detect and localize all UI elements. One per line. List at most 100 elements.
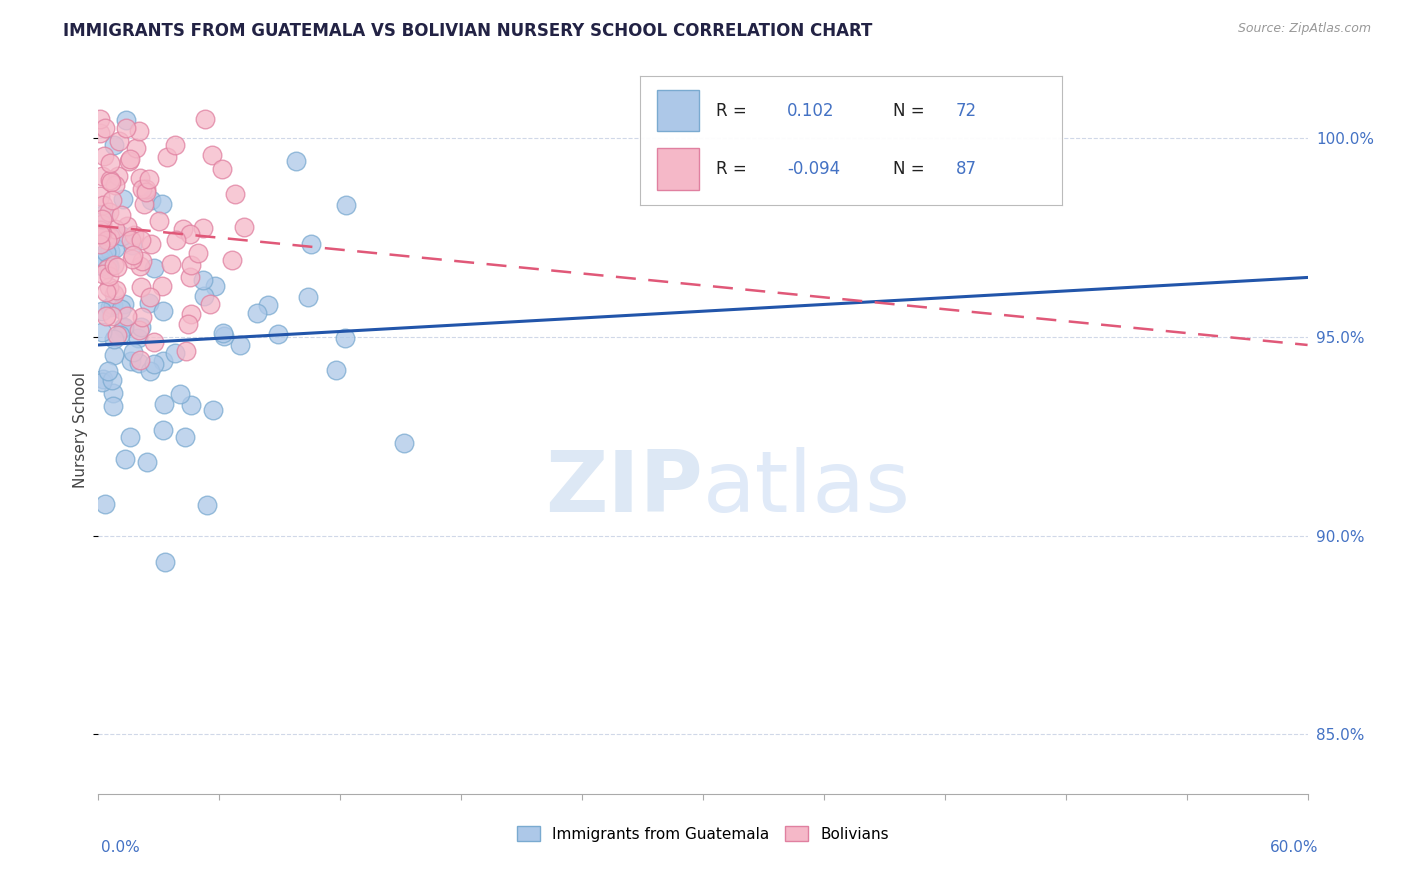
Point	[91, 375, 114, 389]
Point	[104, 178, 127, 193]
Point	[110, 208, 132, 222]
Point	[165, 233, 187, 247]
Bar	[657, 90, 699, 131]
Point	[94, 228, 117, 243]
Point	[115, 309, 138, 323]
Point	[129, 352, 152, 367]
Point	[121, 252, 143, 267]
Point	[128, 124, 150, 138]
Text: N =: N =	[893, 102, 929, 120]
Text: ZIP: ZIP	[546, 447, 703, 530]
Point	[103, 348, 125, 362]
Point	[89, 188, 111, 202]
Point	[91, 250, 114, 264]
Point	[212, 326, 235, 341]
Text: 87: 87	[956, 160, 977, 178]
Point	[198, 296, 221, 310]
Point	[132, 196, 155, 211]
Point	[129, 171, 152, 186]
Point	[233, 219, 256, 234]
Point	[89, 237, 111, 252]
Point	[285, 154, 308, 169]
Point	[256, 298, 278, 312]
Point	[138, 296, 160, 310]
Point	[107, 134, 129, 148]
Point	[91, 372, 114, 386]
Point	[169, 387, 191, 401]
Point	[101, 194, 124, 208]
Text: R =: R =	[716, 102, 752, 120]
Bar	[657, 148, 699, 190]
Point	[150, 279, 173, 293]
Text: 60.0%: 60.0%	[1271, 840, 1319, 855]
Point	[115, 113, 138, 128]
Point	[94, 285, 117, 299]
Point	[139, 237, 162, 252]
Point	[129, 280, 152, 294]
Point	[120, 233, 142, 247]
Point	[100, 373, 122, 387]
Point	[91, 267, 114, 281]
Text: R =: R =	[716, 160, 752, 178]
Point	[91, 169, 114, 183]
Point	[94, 121, 117, 136]
Point	[229, 338, 252, 352]
Text: Source: ZipAtlas.com: Source: ZipAtlas.com	[1237, 22, 1371, 36]
Point	[101, 400, 124, 414]
Point	[103, 259, 125, 273]
Point	[100, 309, 122, 323]
Point	[98, 260, 121, 275]
Point	[152, 353, 174, 368]
Point	[195, 498, 218, 512]
Point	[96, 262, 118, 277]
Point	[153, 397, 176, 411]
Point	[128, 259, 150, 273]
Point	[104, 241, 127, 255]
Point	[111, 192, 134, 206]
Point	[94, 497, 117, 511]
Point	[103, 137, 125, 152]
Point	[152, 304, 174, 318]
Point	[246, 306, 269, 320]
Point	[187, 246, 209, 260]
Point	[97, 279, 120, 293]
Point	[142, 334, 165, 349]
Point	[131, 254, 153, 268]
Point	[127, 331, 149, 345]
Point	[121, 238, 143, 252]
Point	[114, 452, 136, 467]
Legend: Immigrants from Guatemala, Bolivians: Immigrants from Guatemala, Bolivians	[512, 821, 894, 848]
Point	[143, 357, 166, 371]
Point	[135, 455, 157, 469]
Point	[152, 423, 174, 437]
Point	[128, 356, 150, 370]
Point	[139, 290, 162, 304]
Point	[131, 310, 153, 324]
Point	[89, 227, 111, 242]
Point	[160, 257, 183, 271]
Point	[118, 153, 141, 168]
Point	[180, 258, 202, 272]
Point	[156, 151, 179, 165]
Point	[105, 328, 128, 343]
Point	[91, 226, 114, 240]
Point	[299, 236, 322, 251]
Point	[335, 198, 357, 212]
Point	[148, 214, 170, 228]
Point	[201, 403, 224, 417]
Point	[100, 301, 122, 315]
Point	[101, 298, 124, 312]
Point	[214, 329, 236, 343]
Point	[180, 398, 202, 412]
Point	[139, 193, 162, 207]
Point	[101, 385, 124, 400]
Point	[100, 244, 122, 259]
Point	[98, 172, 121, 186]
Point	[191, 273, 214, 287]
Point	[129, 233, 152, 247]
Point	[103, 287, 125, 301]
Point	[122, 345, 145, 359]
Point	[174, 430, 197, 444]
Point	[179, 227, 201, 242]
Point	[91, 212, 114, 227]
